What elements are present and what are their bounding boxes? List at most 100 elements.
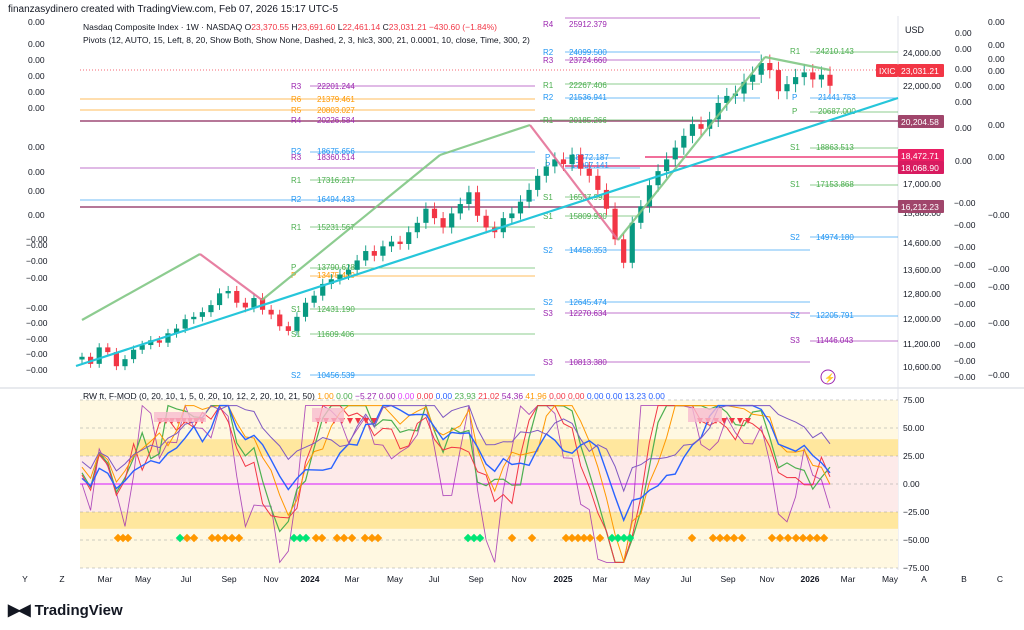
candle-body (664, 159, 670, 172)
pivot-label-tag: S2 (790, 311, 800, 320)
osc-signal-diamond (767, 533, 777, 543)
pivot-label-tag: S2 (291, 371, 301, 380)
osc-signal-diamond (775, 533, 785, 543)
candle-body (646, 185, 653, 207)
candle-body (578, 154, 584, 169)
pivot-label-value: 17997.141 (571, 161, 609, 170)
zigzag-segment (764, 55, 831, 72)
right-axis-label: −0.00 (954, 198, 976, 208)
left-axis-label: 0.00 (28, 210, 45, 220)
osc-signal-diamond (812, 533, 822, 543)
osc-signal-diamond (567, 533, 577, 543)
price-axis-label: 17,000.00 (903, 179, 941, 189)
pivot-label-value: 18675.656 (317, 147, 355, 156)
pivot-label-value: 21536.941 (569, 93, 607, 102)
candle-body (380, 246, 386, 256)
osc-signal-diamond (585, 533, 595, 543)
pivot-label-tag: S1 (790, 180, 800, 189)
osc-signal-triangle (363, 418, 369, 424)
osc-signal-diamond (708, 533, 718, 543)
far-right-axis-label: −0.00 (988, 210, 1010, 220)
candle-body (113, 352, 119, 367)
time-axis-label: Nov (511, 574, 527, 584)
left-axis-label: −0.00 (26, 273, 48, 283)
osc-signal-diamond (561, 533, 571, 543)
osc-signal-diamond (475, 533, 485, 543)
osc-signal-diamond (360, 533, 370, 543)
candle-body (767, 63, 773, 71)
time-axis-label: Mar (841, 574, 856, 584)
far-right-axis-label: −0.00 (988, 370, 1010, 380)
left-axis-label: −0.00 (26, 349, 48, 359)
time-axis-label: B (961, 574, 967, 584)
symbol-legend: Nasdaq Composite Index · 1W · NASDAQ O23… (83, 22, 497, 32)
left-axis-label: 0.00 (28, 186, 45, 196)
candle-body (526, 189, 532, 202)
left-axis-label: 0.00 (28, 87, 45, 97)
pivot-label-tag: S2 (790, 233, 800, 242)
candle-body (715, 102, 721, 120)
pivot-label-value: 24099.500 (569, 48, 607, 57)
candle-body (105, 347, 111, 353)
zigzag-segment (199, 253, 263, 301)
pivot-label-tag: R2 (291, 147, 302, 156)
osc-signal-diamond (798, 533, 808, 543)
candle-body (818, 74, 825, 80)
candle-body (612, 208, 618, 240)
osc-signal-diamond (463, 533, 473, 543)
pivot-label-tag: S1 (543, 193, 553, 202)
left-axis-label: −0.00 (26, 256, 48, 266)
time-axis-label: Jul (429, 574, 440, 584)
right-axis-label: −0.00 (954, 242, 976, 252)
tradingview-logo-text: TradingView (34, 601, 123, 619)
osc-line-fast (81, 404, 831, 564)
pivot-label-value: 13790.628 (317, 263, 355, 272)
tradingview-logo: ▶◀ TradingView (8, 600, 123, 620)
zigzag-segment (617, 56, 766, 241)
price-axis-label: 10,600.00 (903, 362, 941, 372)
osc-signal-diamond (687, 533, 697, 543)
pivot-label-value: 11446.043 (816, 336, 854, 345)
candle-body (681, 135, 687, 148)
candle-body (191, 316, 197, 320)
time-axis-label: Nov (263, 574, 279, 584)
pivot-label-tag: R1 (291, 223, 302, 232)
far-right-axis-label: −0.00 (988, 282, 1010, 292)
trendline (75, 96, 899, 368)
right-axis-label: −0.00 (954, 340, 976, 350)
candle-body (251, 298, 257, 308)
price-axis-label: 13,600.00 (903, 265, 941, 275)
pivot-label-value: 15809.930 (569, 212, 607, 221)
candle-body (388, 241, 395, 247)
pivot-label-tag: S3 (543, 309, 553, 318)
candle-body (466, 192, 472, 205)
osc-signal-diamond (317, 533, 327, 543)
candle-body (569, 154, 575, 165)
osc-signal-diamond (527, 533, 537, 543)
candle-body (629, 222, 635, 263)
attribution-text: finanzasydinero created with TradingView… (8, 4, 338, 15)
candle-body (320, 283, 326, 296)
candle-body (259, 298, 266, 310)
pivot-label-tag: R3 (291, 82, 302, 91)
osc-signal-diamond (367, 533, 377, 543)
candle-body (173, 328, 180, 334)
pivot-label-value: 17316.217 (317, 176, 355, 185)
candle-body (672, 147, 678, 160)
time-axis-label: Sep (221, 574, 236, 584)
price-axis-label: 22,000.00 (903, 81, 941, 91)
candle-body (689, 124, 696, 136)
time-axis-label: 2024 (301, 574, 320, 584)
far-right-axis-label: 0.00 (988, 17, 1005, 27)
pivot-label-value: 12270.634 (569, 309, 607, 318)
osc-axis-label: 0.00 (903, 479, 920, 489)
candle-body (431, 208, 438, 219)
pivot-label-tag: P (291, 263, 296, 272)
zigzag-segment (439, 123, 531, 157)
pivot-label-tag: R6 (291, 95, 302, 104)
candle-body (234, 290, 240, 303)
candle-body (277, 314, 283, 327)
osc-signal-diamond (301, 533, 311, 543)
time-axis-label: Mar (345, 574, 360, 584)
